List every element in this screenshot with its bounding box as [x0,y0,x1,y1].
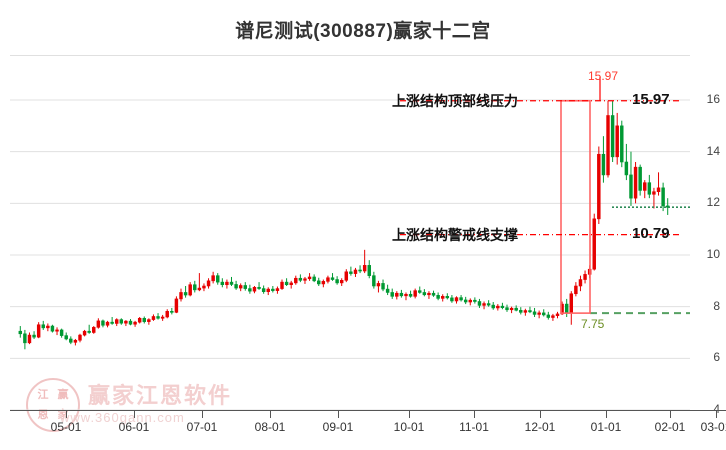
x-tick-mark [338,411,339,418]
x-tick-08-01: 08-01 [254,420,286,434]
x-tick-mark [270,411,271,418]
x-tick-05-01: 05-01 [50,420,82,434]
annotation-label-support: 上涨结构警戒线支撑 [392,226,518,243]
x-tick-mark [540,411,541,418]
box-top-tag: 15.97 [588,68,619,83]
x-tick-mark [202,411,203,418]
y-tick-8: 8 [713,298,720,313]
y-tick-4: 4 [713,402,720,416]
x-tick-11-01: 11-01 [459,420,489,434]
seal-char-2: 赢 [57,388,69,401]
y-tick-6: 6 [713,350,720,365]
box-bottom-tag: 7.75 [581,317,605,332]
annotation-value-support: 10.79 [632,224,670,242]
x-tick-mark [474,411,475,418]
page-title: 谱尼测试(300887)赢家十二宫 [235,21,491,42]
watermark-url: www.360gann.com [60,410,185,425]
seal-char-1: 江 [37,388,49,401]
annotation-value-top: 15.97 [632,90,670,108]
x-tick-mark [606,411,607,418]
seal-char-4: 家 [57,408,69,421]
x-tick-mark [66,411,67,418]
x-tick-10-01: 10-01 [393,420,425,434]
x-tick-mark [716,411,717,418]
annotation-label-top: 上涨结构顶部线压力 [392,92,518,109]
y-tick-12: 12 [706,195,720,210]
y-tick-10: 10 [706,247,720,261]
x-tick-09-01: 09-01 [322,420,354,434]
candlestick-plot [10,55,690,410]
watermark-brand: 赢家江恩软件 [88,383,233,408]
y-tick-14: 14 [706,143,720,158]
seal-char-3: 恩 [37,408,49,421]
x-tick-07-01: 07-01 [186,420,218,434]
watermark-seal: 江 赢 恩 家 [26,378,80,432]
x-axis-line [10,410,726,411]
x-tick-mark [409,411,410,418]
x-tick-02-01: 02-01 [654,420,686,434]
x-tick-mark [670,411,671,418]
x-tick-06-01: 06-01 [118,420,150,434]
x-tick-01-01: 01-01 [590,420,622,434]
y-tick-16: 16 [706,92,720,106]
x-tick-12-01: 12-01 [524,420,556,434]
x-tick-mark [134,411,135,418]
x-tick-03-01: 03-01 [700,420,726,434]
